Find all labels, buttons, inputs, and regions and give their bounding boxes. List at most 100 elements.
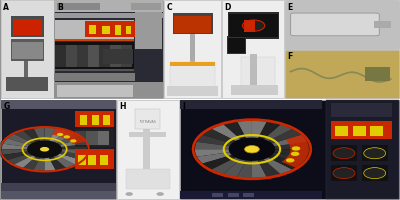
Bar <box>241 58 275 87</box>
Circle shape <box>364 168 386 179</box>
FancyBboxPatch shape <box>291 14 379 37</box>
Bar <box>74 130 114 148</box>
Wedge shape <box>23 129 40 142</box>
Bar <box>126 26 130 35</box>
Circle shape <box>291 152 299 156</box>
Wedge shape <box>60 152 86 160</box>
Bar <box>89 25 96 35</box>
Bar <box>230 15 278 38</box>
Bar <box>126 169 170 189</box>
Bar <box>135 13 162 50</box>
Text: INTRAVAS: INTRAVAS <box>139 120 156 124</box>
Bar <box>80 116 87 126</box>
Bar <box>56 85 133 97</box>
Circle shape <box>191 119 313 180</box>
Wedge shape <box>62 150 88 155</box>
Bar <box>228 39 245 54</box>
Wedge shape <box>2 150 28 155</box>
Bar <box>331 165 357 181</box>
Bar <box>1 100 116 110</box>
Bar <box>11 17 44 38</box>
Circle shape <box>40 147 49 152</box>
Text: H: H <box>119 102 126 111</box>
Bar <box>24 62 28 79</box>
Bar <box>243 193 254 197</box>
Text: A: A <box>3 3 9 12</box>
Bar <box>331 104 392 118</box>
Bar <box>110 46 121 68</box>
Wedge shape <box>8 134 32 145</box>
Bar <box>56 70 134 72</box>
Bar <box>12 43 42 60</box>
Bar <box>6 77 48 91</box>
Bar <box>285 50 399 99</box>
Bar <box>250 55 257 89</box>
Wedge shape <box>264 158 292 174</box>
Bar <box>180 191 322 199</box>
Bar <box>143 125 150 174</box>
Circle shape <box>156 192 164 196</box>
Wedge shape <box>3 139 30 147</box>
Bar <box>54 14 163 19</box>
Wedge shape <box>14 131 36 143</box>
Wedge shape <box>57 154 82 165</box>
Wedge shape <box>53 156 75 168</box>
Text: D: D <box>224 3 231 12</box>
Bar <box>1 100 116 199</box>
Wedge shape <box>195 150 230 157</box>
Wedge shape <box>252 161 267 178</box>
Wedge shape <box>264 125 292 141</box>
Bar <box>56 40 134 42</box>
Bar <box>190 35 196 65</box>
Wedge shape <box>224 160 246 177</box>
Bar <box>172 14 213 35</box>
Text: G: G <box>3 102 10 111</box>
Circle shape <box>244 146 259 153</box>
Circle shape <box>0 126 91 173</box>
Wedge shape <box>62 144 88 150</box>
Wedge shape <box>195 142 230 150</box>
Wedge shape <box>2 144 28 150</box>
Bar <box>85 22 135 38</box>
Bar <box>326 100 399 199</box>
Circle shape <box>242 21 265 32</box>
Bar <box>285 1 399 50</box>
Wedge shape <box>49 129 66 142</box>
Bar <box>331 146 357 161</box>
Wedge shape <box>34 158 44 171</box>
Bar <box>56 46 66 68</box>
Text: F: F <box>287 52 292 61</box>
Circle shape <box>57 133 63 136</box>
Bar <box>374 22 391 29</box>
Wedge shape <box>237 121 252 138</box>
Bar <box>88 46 99 68</box>
Bar <box>117 100 179 199</box>
Bar <box>98 132 109 146</box>
Bar <box>167 86 218 96</box>
Bar <box>130 4 161 11</box>
Bar <box>115 25 121 36</box>
Bar <box>66 46 77 68</box>
Wedge shape <box>268 155 301 170</box>
Wedge shape <box>258 160 280 177</box>
Wedge shape <box>252 121 267 138</box>
Bar <box>1 1 54 99</box>
Bar <box>1 183 116 191</box>
Bar <box>77 46 88 68</box>
Bar <box>121 46 132 68</box>
Bar <box>231 85 278 95</box>
Bar <box>353 127 366 137</box>
Wedge shape <box>53 131 75 143</box>
Bar <box>362 146 388 161</box>
Bar <box>365 67 390 82</box>
Circle shape <box>126 192 133 196</box>
Bar <box>74 132 86 146</box>
Bar <box>370 127 384 137</box>
Circle shape <box>292 147 300 151</box>
Bar <box>228 13 279 40</box>
Bar <box>88 155 96 165</box>
Wedge shape <box>23 157 40 170</box>
Text: I: I <box>182 102 185 111</box>
Bar <box>129 133 166 138</box>
Wedge shape <box>272 135 307 146</box>
